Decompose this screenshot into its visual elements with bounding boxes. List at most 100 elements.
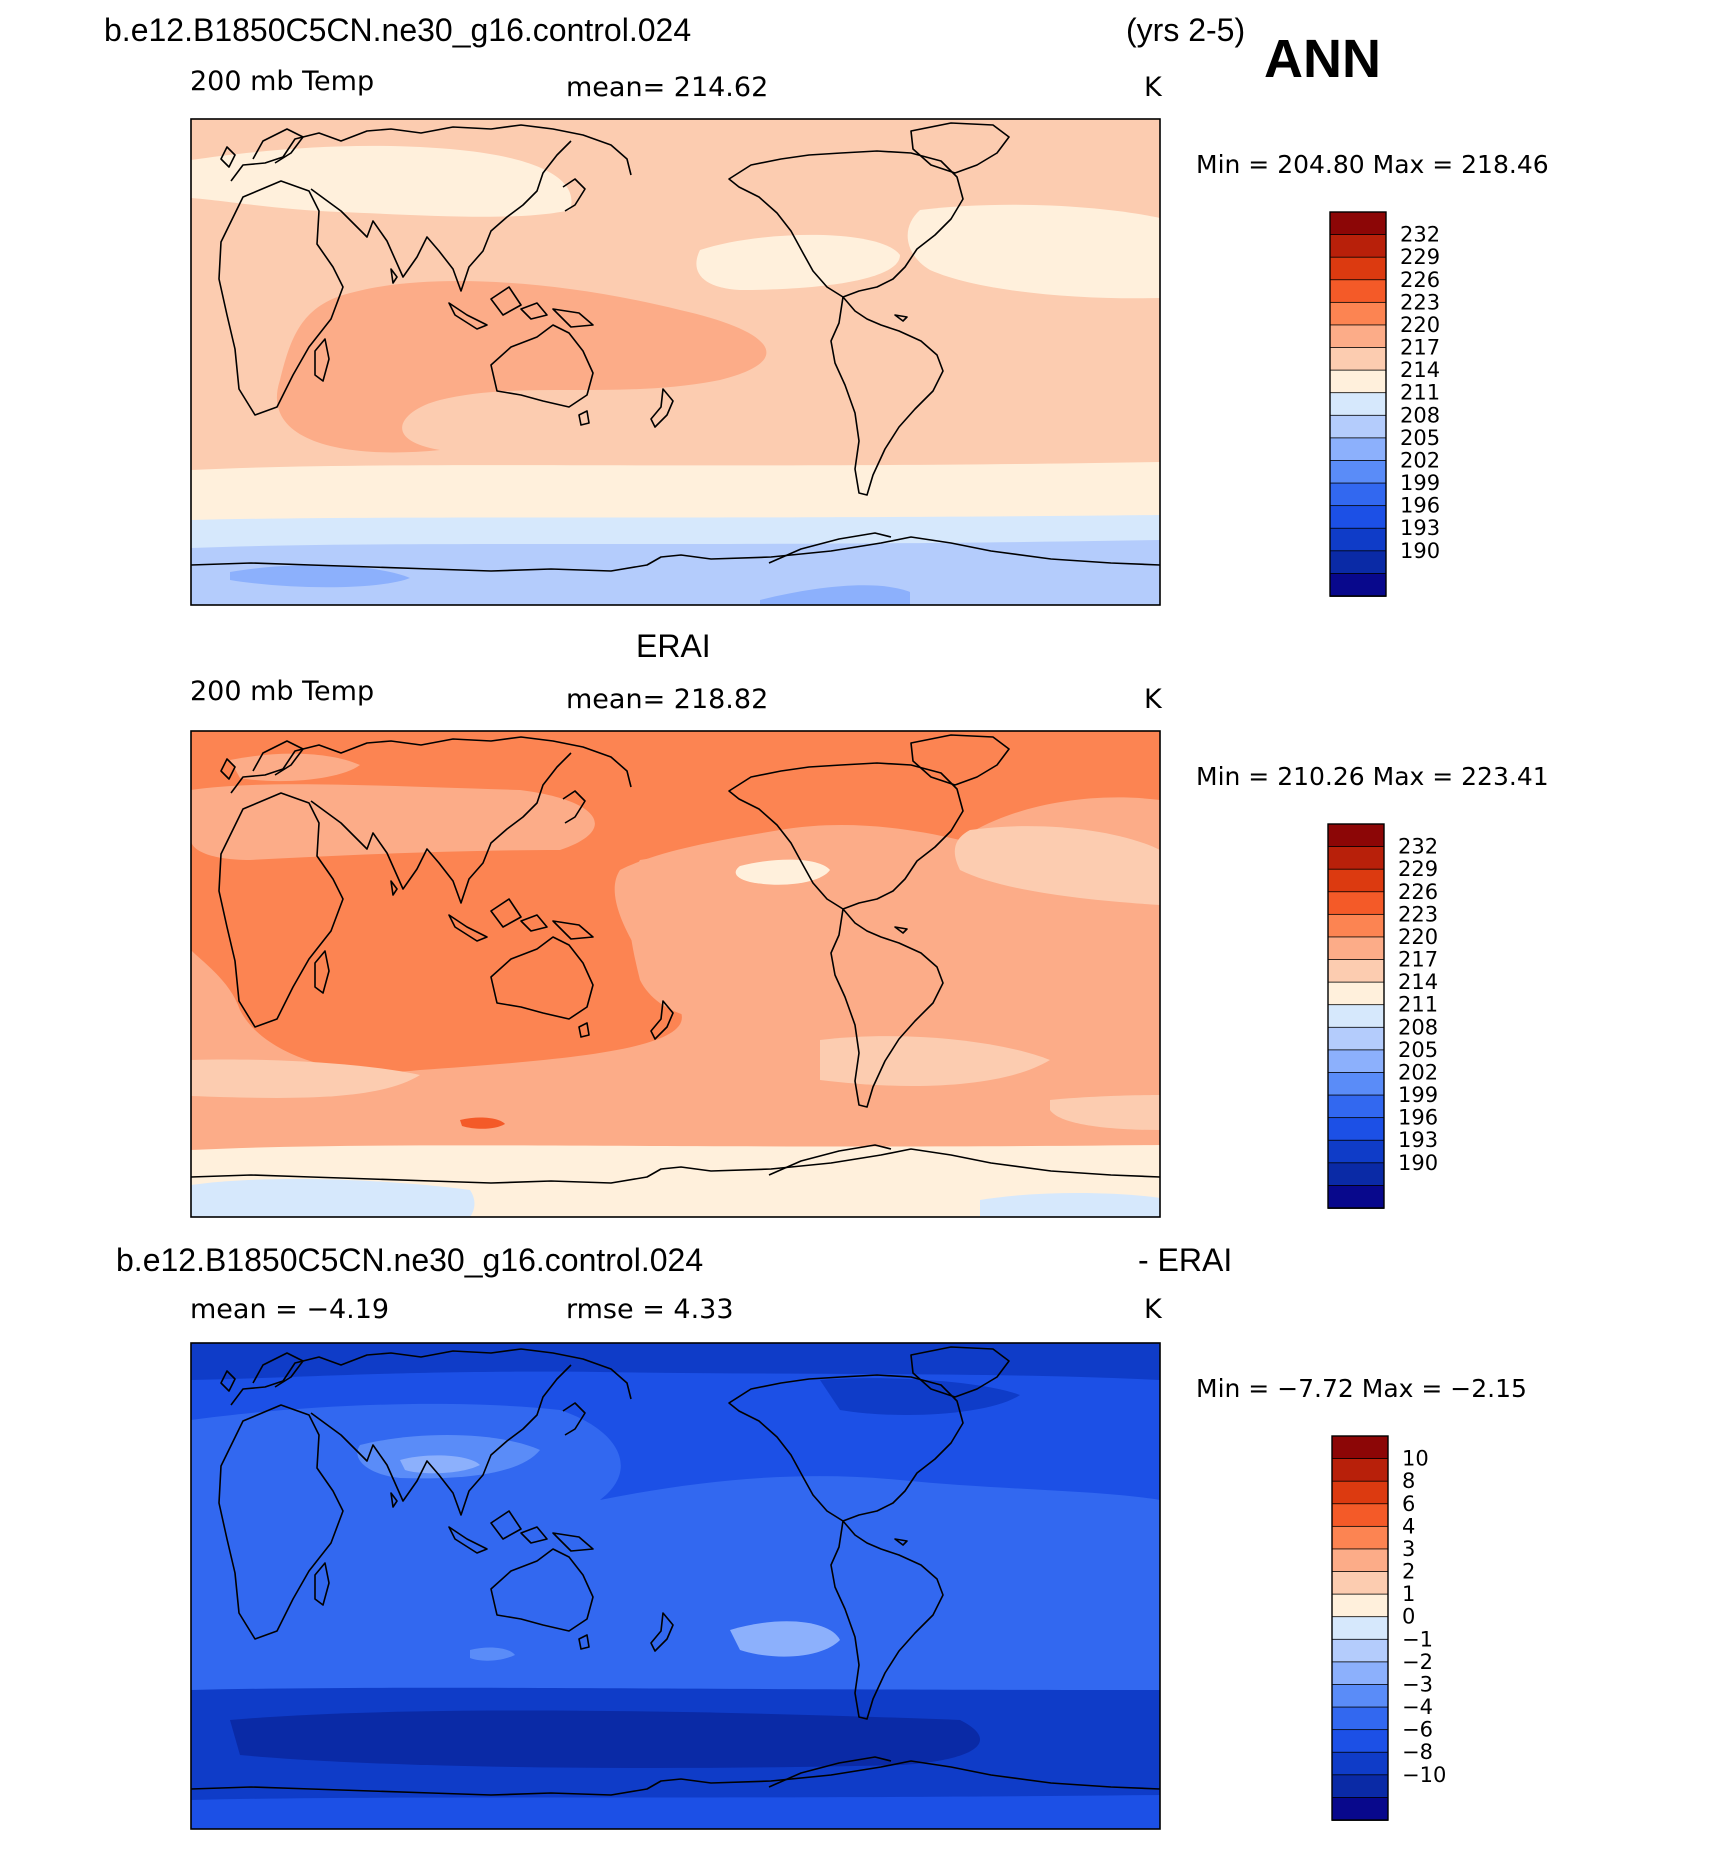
colorbar-level-label: 208 (1398, 1015, 1438, 1039)
colorbar-swatch (1327, 1094, 1385, 1119)
colorbar-swatch (1331, 1729, 1389, 1754)
colorbar-swatch (1329, 369, 1387, 394)
panel1-units: K (1144, 72, 1162, 103)
colorbar-swatch (1331, 1435, 1389, 1460)
colorbar-level-label: 223 (1398, 902, 1438, 926)
colorbar-swatch (1329, 460, 1387, 484)
colorbar-level-label: 226 (1400, 268, 1440, 292)
colorbar-level-label: 232 (1398, 835, 1438, 859)
colorbar-swatch (1327, 913, 1385, 938)
colorbar-level-label: 205 (1400, 426, 1440, 450)
colorbar-level-label: 8 (1402, 1469, 1415, 1493)
colorbar-swatch (1327, 1162, 1385, 1187)
panel1-minmax: Min = 204.80 Max = 218.46 (1196, 150, 1549, 179)
colorbar-swatch (1327, 1185, 1385, 1209)
colorbar-level-label: 10 (1402, 1447, 1429, 1471)
colorbar-swatch (1327, 981, 1385, 1006)
panel2-variable: 200 mb Temp (190, 676, 375, 707)
colorbar-swatch (1331, 1706, 1389, 1731)
colorbar-swatch (1329, 414, 1387, 439)
colorbar-swatch (1329, 211, 1387, 236)
colorbar-swatch (1329, 256, 1387, 281)
colorbar-swatch (1329, 279, 1387, 304)
colorbar-swatch (1329, 527, 1387, 552)
colorbar-swatch (1327, 959, 1385, 984)
colorbar-swatch (1327, 936, 1385, 961)
panel3-title-right: - ERAI (1138, 1242, 1233, 1278)
colorbar-swatch (1327, 823, 1385, 848)
colorbar-swatch (1331, 1684, 1389, 1708)
colorbar-swatch (1331, 1548, 1389, 1573)
colorbar-level-label: −10 (1402, 1763, 1446, 1787)
panel3-mean: mean = −4.19 (190, 1294, 390, 1325)
panel3-map (191, 1343, 1160, 1829)
colorbar-level-label: 199 (1400, 471, 1440, 495)
colorbar-swatch (1327, 1072, 1385, 1096)
colorbar-level-label: −3 (1402, 1672, 1433, 1696)
colorbar-level-label: 193 (1400, 516, 1440, 540)
case-title: b.e12.B1850C5CN.ne30_g16.control.024 (104, 12, 692, 48)
colorbar-swatch (1331, 1661, 1389, 1686)
colorbar-level-label: 229 (1400, 245, 1440, 269)
colorbar-swatch (1327, 1139, 1385, 1164)
colorbar-level-label: 193 (1398, 1128, 1438, 1152)
colorbar-level-label: 220 (1400, 313, 1440, 337)
colorbar-swatch (1327, 1117, 1385, 1142)
season-label: ANN (1264, 29, 1381, 89)
panel1-map (191, 119, 1160, 605)
colorbar-swatch (1331, 1751, 1389, 1776)
colorbar-level-label: 190 (1400, 539, 1440, 563)
colorbar-level-label: 211 (1400, 381, 1440, 405)
colorbar-level-label: 211 (1398, 993, 1438, 1017)
colorbar-level-label: −6 (1402, 1718, 1433, 1742)
colorbar-swatch (1327, 868, 1385, 893)
colorbar-level-label: 196 (1400, 494, 1440, 518)
colorbar-swatch (1331, 1458, 1389, 1483)
colorbar-swatch (1331, 1525, 1389, 1550)
panel2-map-frame (190, 730, 1161, 1218)
panel3-rmse: rmse = 4.33 (566, 1294, 734, 1325)
colorbar-swatch (1331, 1638, 1389, 1663)
colorbar-swatch (1331, 1616, 1389, 1641)
colorbar-level-label: 217 (1398, 948, 1438, 972)
colorbar-level-label: 4 (1402, 1514, 1415, 1538)
colorbar-level-label: 202 (1400, 448, 1440, 472)
colorbar-level-label: 208 (1400, 403, 1440, 427)
colorbar-swatch (1327, 1026, 1385, 1051)
colorbar-level-label: 1 (1402, 1582, 1415, 1606)
colorbar-swatch (1329, 301, 1387, 326)
panel2-mean: mean= 218.82 (566, 684, 769, 715)
panel3-map-frame (190, 1342, 1161, 1830)
panel1-map-frame (190, 118, 1161, 606)
colorbar-swatch (1331, 1571, 1389, 1596)
colorbar-level-label: 232 (1400, 223, 1440, 247)
panel3-units: K (1144, 1294, 1162, 1325)
colorbar-swatch (1331, 1593, 1389, 1618)
colorbar-level-label: 190 (1398, 1151, 1438, 1175)
panel1-colorbar: 2322292262232202172142112082052021991961… (1329, 211, 1440, 597)
colorbar-swatch (1331, 1503, 1389, 1528)
years-label: (yrs 2-5) (1126, 12, 1246, 48)
colorbar-swatch (1331, 1774, 1389, 1799)
colorbar-level-label: 226 (1398, 880, 1438, 904)
colorbar-swatch (1329, 437, 1387, 462)
panel2-units: K (1144, 684, 1162, 715)
colorbar-level-label: 229 (1398, 857, 1438, 881)
colorbar-level-label: 199 (1398, 1083, 1438, 1107)
panel1-variable: 200 mb Temp (190, 66, 375, 97)
colorbar-swatch (1327, 891, 1385, 916)
colorbar-level-label: 3 (1402, 1537, 1415, 1561)
panel2-title: ERAI (636, 628, 711, 664)
colorbar-swatch (1327, 1004, 1385, 1029)
colorbar-level-label: 214 (1400, 358, 1440, 382)
colorbar-swatch (1329, 392, 1387, 417)
panel1-mean: mean= 214.62 (566, 72, 769, 103)
colorbar-swatch (1327, 846, 1385, 871)
colorbar-level-label: −1 (1402, 1627, 1433, 1651)
colorbar-swatch (1331, 1797, 1389, 1821)
panel3-minmax: Min = −7.72 Max = −2.15 (1196, 1374, 1527, 1403)
colorbar-level-label: 220 (1398, 925, 1438, 949)
colorbar-level-label: −8 (1402, 1740, 1433, 1764)
